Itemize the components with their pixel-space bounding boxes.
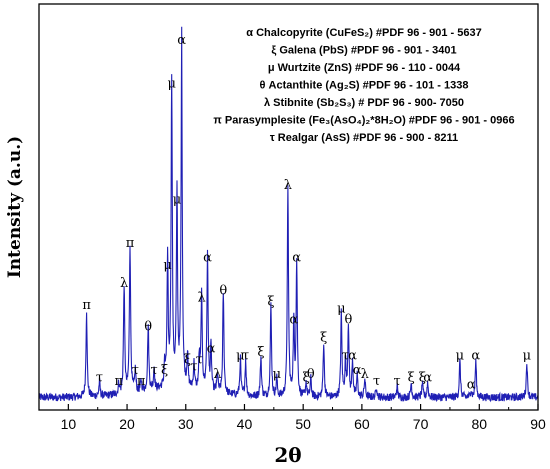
peak-label: μ (163, 258, 171, 273)
peak-label: τ (342, 349, 349, 364)
peak-label: μ (236, 349, 244, 364)
peak-label: ξ (184, 352, 191, 367)
peak-label: μ (523, 349, 531, 364)
peak-label: ξ (408, 371, 415, 386)
peak-label: ξ (161, 363, 168, 378)
peak-label: λ (197, 291, 205, 306)
peak-label: π (126, 236, 135, 251)
peak-label: λ (213, 367, 221, 382)
peak-label: μ (337, 302, 345, 317)
peak-label: α (471, 349, 480, 364)
x-axis: 10 20 30 40 50 60 70 80 90 (38, 404, 546, 432)
peak-label: π (137, 374, 146, 389)
peak-label: π (82, 298, 91, 313)
legend-entry: τ Realgar (AsS) #PDF 96 - 900 - 8211 (270, 132, 458, 144)
peak-label: τ (150, 363, 157, 378)
peak-label: α (207, 341, 216, 356)
peak-label: μ (273, 367, 281, 382)
peak-label: λ (284, 178, 292, 193)
peak-label: ξ (257, 345, 264, 360)
peak-label: τ (190, 360, 197, 375)
peak-label: α (177, 33, 186, 48)
legend-entry: ξ Galena (PbS) #PDF 96 - 901 - 3401 (271, 45, 456, 57)
peak-label: ξ (320, 331, 327, 346)
peak-label: α (423, 371, 432, 386)
peak-label: τ (242, 349, 249, 364)
peak-label: θ (144, 320, 152, 335)
peak-label: α (289, 312, 298, 327)
x-tick-label: 50 (295, 416, 311, 432)
peak-label: α (203, 251, 212, 266)
peak-label: α (467, 378, 476, 393)
plot-frame (38, 3, 539, 411)
x-tick-label: 80 (472, 416, 488, 432)
legend-entry: π Parasymplesite (Fe₃(AsO₄)₂*8H₂O) #PDF … (213, 115, 514, 127)
peak-label: α (292, 251, 301, 266)
peak-label: τ (96, 371, 103, 386)
peak-label: θ (307, 367, 315, 382)
peak-label: τ (196, 352, 203, 367)
legend-entry: θ Actanthite (Ag₂S) #PDF 96 - 101 - 1338 (260, 80, 469, 92)
peak-label: λ (361, 367, 369, 382)
peak-label: τ (132, 363, 139, 378)
x-tick-label: 10 (61, 416, 77, 432)
legend-entry: μ Wurtzite (ZnS) #PDF 96 - 110 - 0044 (268, 62, 461, 74)
x-axis-title: 2θ (274, 443, 301, 467)
peak-label: α (348, 349, 357, 364)
x-tick-label: 20 (119, 416, 135, 432)
x-tick-label: 90 (530, 416, 546, 432)
y-axis-title: Intensity (a.u.) (5, 136, 25, 278)
x-tick-label: 30 (178, 416, 194, 432)
peak-label: τ (373, 374, 380, 389)
peak-label: μ (167, 76, 175, 91)
peak-label: α (353, 363, 362, 378)
legend: α Chalcopyrite (CuFeS₂) #PDF 96 - 901 - … (213, 27, 514, 144)
peak-label: μ (456, 349, 464, 364)
x-tick-label: 60 (354, 416, 370, 432)
diffraction-pattern-series (38, 26, 539, 403)
diffraction-line (38, 26, 539, 403)
x-tick-label: 70 (413, 416, 429, 432)
peak-label: λ (120, 276, 128, 291)
peak-label: θ (219, 283, 227, 298)
x-tick-label: 40 (237, 416, 253, 432)
peak-label: π (115, 374, 124, 389)
peak-label: ξ (419, 371, 426, 386)
legend-entry: α Chalcopyrite (CuFeS₂) #PDF 96 - 901 - … (246, 27, 481, 39)
peak-label: θ (344, 312, 352, 327)
peak-label: ξ (303, 371, 310, 386)
peak-label: μ (173, 193, 181, 208)
peak-label: ξ (267, 294, 274, 309)
peak-label: τ (393, 374, 400, 389)
legend-entry: λ Stibnite (Sb₂S₃) # PDF 96 - 900- 7050 (264, 97, 464, 109)
